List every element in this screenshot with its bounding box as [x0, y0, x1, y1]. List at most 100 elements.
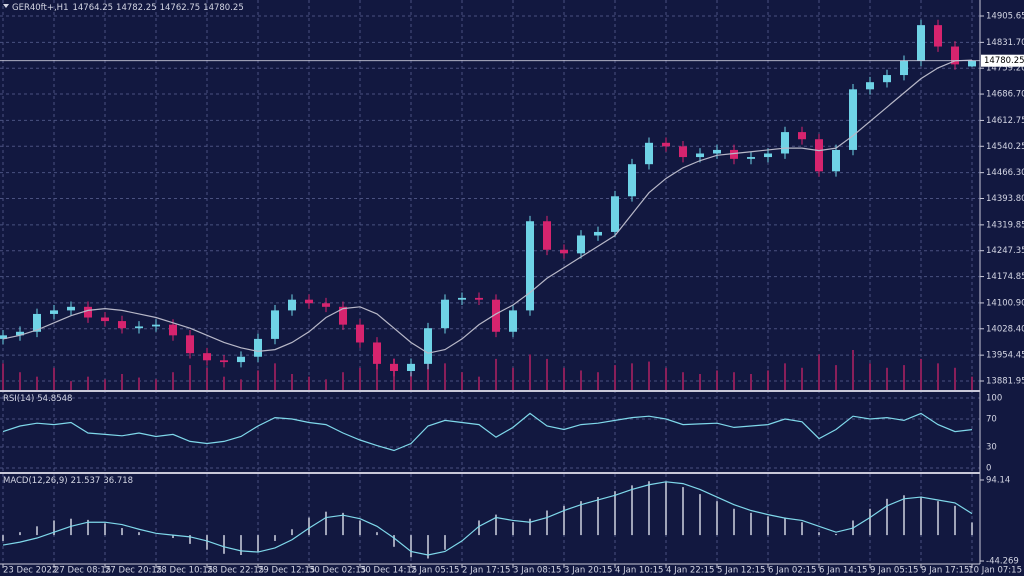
- symbol: GER40ft+,H1: [12, 3, 68, 13]
- volume-bar: [104, 379, 106, 390]
- macd-bar: [325, 511, 327, 536]
- candle-body: [849, 89, 857, 150]
- candle-body: [101, 317, 109, 322]
- volume-bar: [733, 372, 735, 390]
- candle-body: [934, 25, 942, 47]
- current-price-box: [981, 54, 1024, 67]
- volume-bar: [665, 367, 667, 390]
- macd-bar: [971, 522, 973, 536]
- rsi-tick-label: 30: [986, 443, 997, 453]
- macd-bar: [835, 533, 837, 536]
- macd-bar: [937, 501, 939, 536]
- volume-bar: [206, 367, 208, 390]
- y-tick-label: 14612.75: [986, 116, 1024, 126]
- macd-bar: [19, 532, 21, 536]
- y-tick-label: 14174.85: [986, 272, 1024, 282]
- y-tick-label: 14393.80: [986, 194, 1024, 204]
- volume-bar: [495, 358, 497, 390]
- volume-bar: [2, 363, 4, 390]
- macd-bar: [512, 522, 514, 536]
- candle-body: [135, 326, 143, 329]
- macd-bar: [36, 526, 38, 536]
- candle-body: [322, 303, 330, 307]
- y-tick-label: 14759.20: [986, 64, 1024, 74]
- volume-bar: [852, 350, 854, 390]
- macd-header: MACD(12,26,9) 21.537 36.718: [3, 476, 133, 486]
- volume-bar: [682, 372, 684, 390]
- macd-bar: [920, 496, 922, 536]
- current-price-label: 14780.25: [984, 56, 1024, 66]
- x-tick-label: 29 Dec 12:15: [258, 566, 315, 576]
- volume-bar: [342, 372, 344, 390]
- macd-bar: [886, 498, 888, 536]
- dropdown-icon[interactable]: [3, 4, 9, 8]
- macd-bar: [53, 520, 55, 536]
- volume-bar: [784, 363, 786, 390]
- volume-bar: [512, 367, 514, 390]
- candle-body: [968, 60, 976, 67]
- macd-tick-label: 94.14: [986, 476, 1010, 486]
- macd-bar: [869, 508, 871, 536]
- candle-body: [764, 153, 772, 158]
- volume-bar: [257, 370, 259, 390]
- x-tick-label: 5 Jan 12:15: [717, 566, 765, 576]
- header-low: 14762.75: [160, 3, 201, 13]
- macd-bar: [529, 518, 531, 536]
- volume-bar: [903, 365, 905, 390]
- macd-bar: [376, 532, 378, 536]
- volume-bar: [631, 363, 633, 390]
- macd-bar: [546, 510, 548, 536]
- candle-body: [475, 297, 483, 300]
- macd-bar: [206, 535, 208, 550]
- macd-bar: [784, 517, 786, 536]
- macd-bar: [427, 535, 429, 559]
- volume-bar: [478, 376, 480, 390]
- candle-body: [866, 82, 874, 90]
- volume-bar: [19, 372, 21, 390]
- volume-bar: [835, 365, 837, 390]
- candle-body: [254, 338, 262, 357]
- candle-body: [356, 324, 364, 343]
- rsi-tick-label: 0: [986, 464, 991, 474]
- macd-bar: [189, 535, 191, 544]
- macd-bar: [733, 508, 735, 536]
- y-tick-label: 14028.40: [986, 324, 1024, 334]
- volume-bar: [563, 367, 565, 390]
- candle-body: [33, 313, 41, 332]
- volume-bar: [240, 379, 242, 390]
- volume-bar: [359, 367, 361, 390]
- volume-bar: [597, 372, 599, 390]
- y-tick-label: 14319.85: [986, 220, 1024, 230]
- candle-body: [288, 299, 296, 311]
- x-tick-label: 28 Dec 10:15: [156, 566, 213, 576]
- candle-body: [577, 235, 585, 254]
- candle-body: [305, 299, 313, 304]
- macd-bar: [308, 517, 310, 536]
- macd-bar: [393, 535, 395, 547]
- volume-bar: [121, 374, 123, 390]
- candle-body: [679, 146, 687, 158]
- candle-body: [203, 353, 211, 361]
- price-header: GER40ft+,H1 14764.25 14782.25 14762.75 14780…: [12, 3, 244, 13]
- volume-bar: [954, 367, 956, 390]
- volume-bar: [274, 363, 276, 390]
- macd-bar: [767, 516, 769, 536]
- macd-bar: [342, 512, 344, 536]
- x-tick-label: 30 Dec 14:15: [360, 566, 417, 576]
- volume-bar: [767, 370, 769, 390]
- y-tick-label: 14686.70: [986, 90, 1024, 100]
- volume-bar: [138, 377, 140, 390]
- x-tick-label: 2 Jan 05:15: [411, 566, 459, 576]
- volume-bar: [325, 379, 327, 390]
- macd-tick-label: -44.269: [986, 557, 1019, 567]
- candle-body: [645, 142, 653, 165]
- volume-bar: [920, 358, 922, 390]
- y-tick-label: 14540.25: [986, 142, 1024, 152]
- candle-body: [713, 149, 721, 154]
- macd-bar: [631, 485, 633, 536]
- macd-bar: [563, 505, 565, 536]
- candle-body: [526, 221, 534, 311]
- candle-body: [424, 328, 432, 364]
- x-tick-label: 10 Jan 07:15: [968, 566, 1022, 576]
- x-tick-label: 3 Jan 20:15: [564, 566, 612, 576]
